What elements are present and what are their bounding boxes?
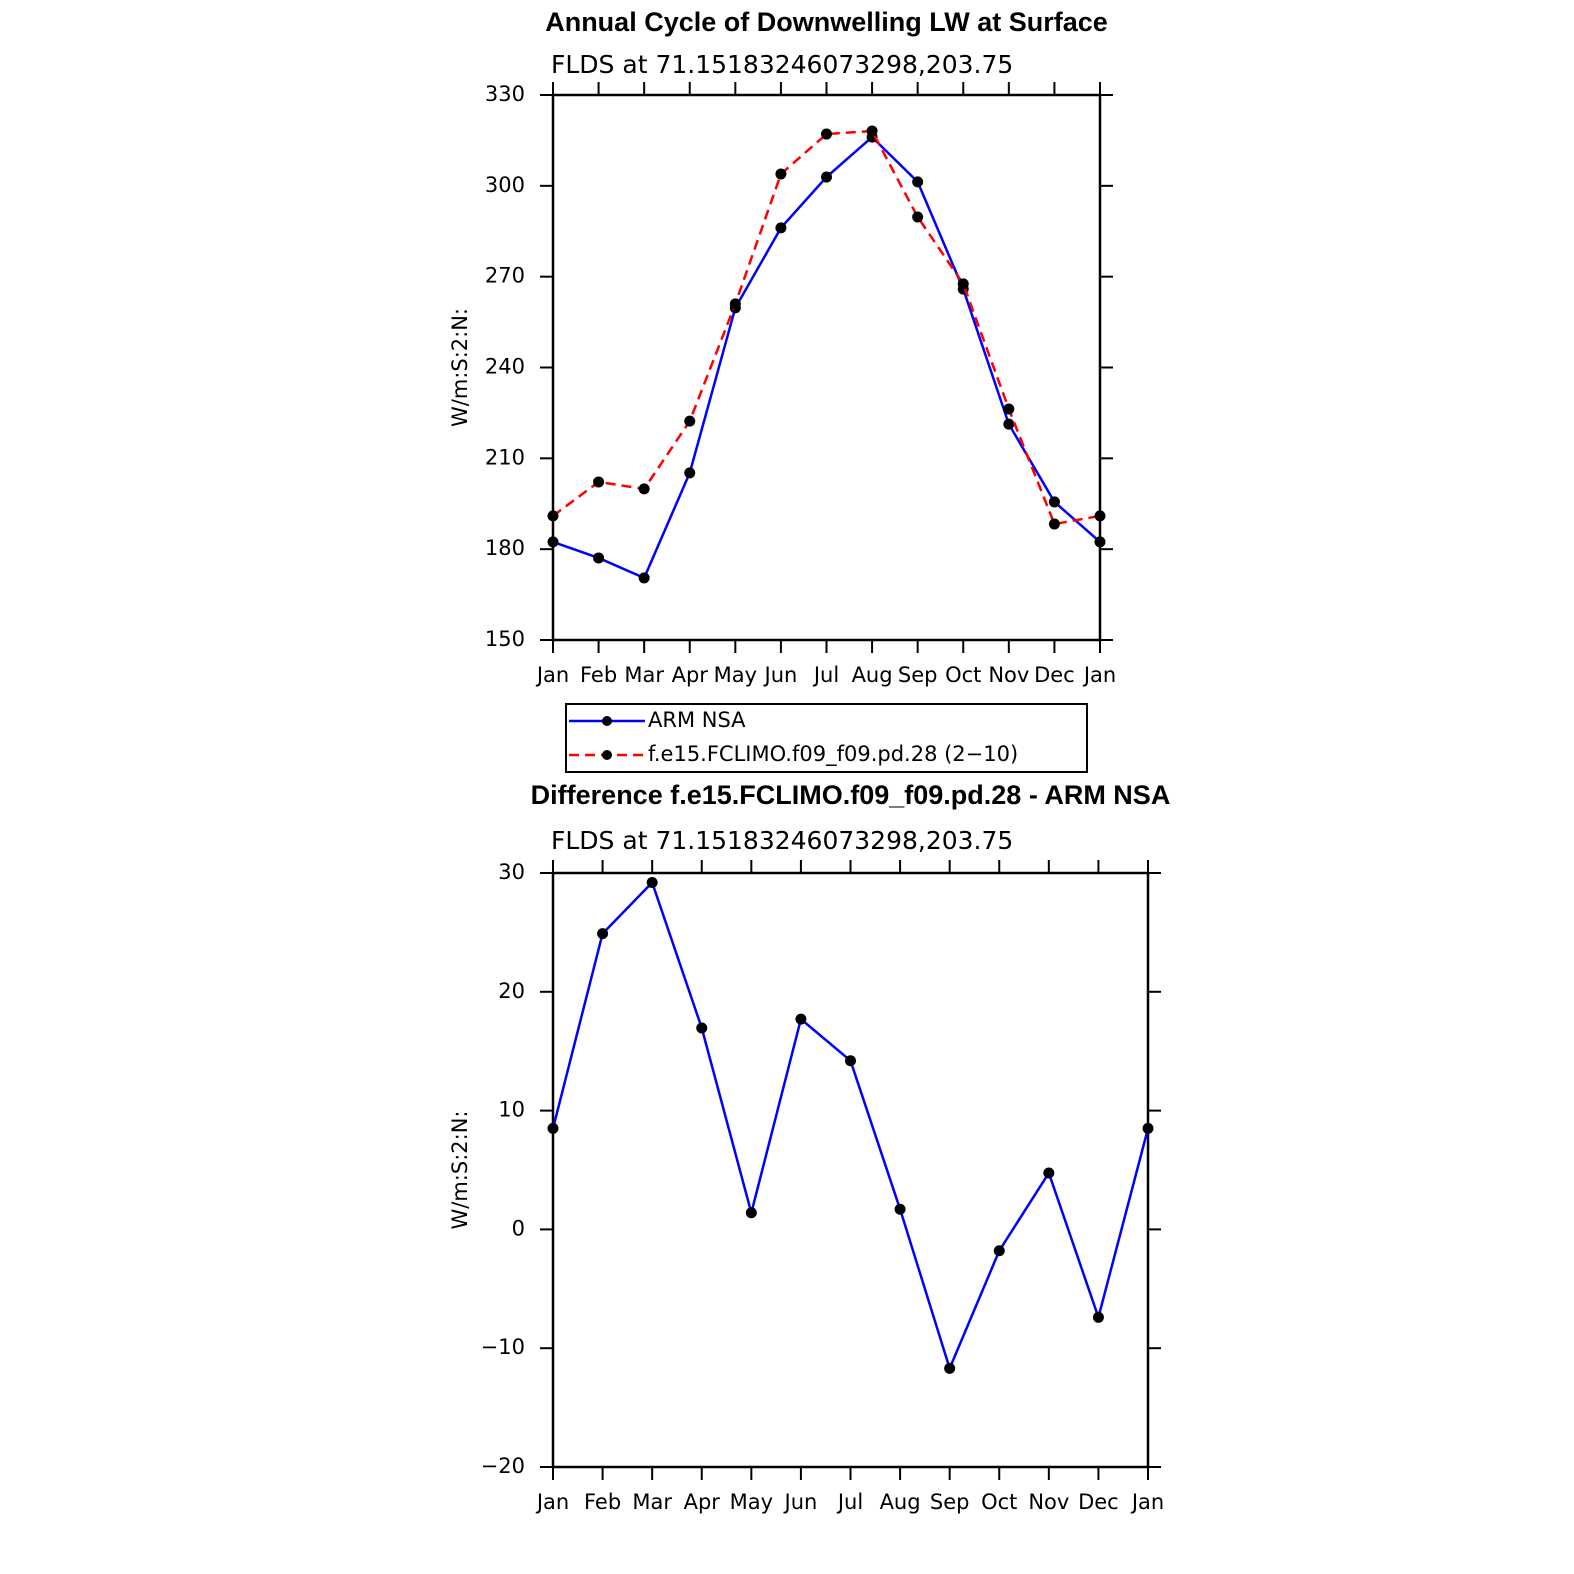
chart-subtitle: FLDS at 71.15183246073298,203.75 [551, 50, 1013, 79]
y-axis-label: W/m:S:2:N: [448, 308, 472, 427]
x-tick-label: Dec [1034, 663, 1075, 687]
x-tick-label: Jan [535, 1490, 569, 1514]
data-point [1094, 510, 1106, 522]
data-point [775, 168, 787, 180]
x-tick-label: May [730, 1490, 773, 1514]
x-tick-label: Feb [584, 1490, 621, 1514]
chart-title: Annual Cycle of Downwelling LW at Surfac… [545, 7, 1108, 37]
data-point [912, 176, 924, 188]
x-tick-label: Oct [945, 663, 981, 687]
data-point [638, 483, 650, 495]
y-tick-label: 330 [485, 82, 525, 106]
data-point [646, 877, 658, 889]
data-point [547, 536, 559, 548]
data-point [1094, 536, 1106, 548]
data-point [1048, 496, 1060, 508]
series-line [551, 880, 1150, 1373]
x-tick-label: Aug [880, 1490, 921, 1514]
x-tick-label: Nov [988, 663, 1029, 687]
data-point [638, 572, 650, 584]
x-tick-label: Feb [580, 663, 617, 687]
data-point [1003, 418, 1015, 430]
data-point [729, 298, 741, 310]
y-tick-label: 150 [485, 627, 525, 651]
data-point [894, 1203, 906, 1215]
data-point [821, 128, 832, 140]
data-point [593, 552, 605, 564]
x-tick-label: Jun [783, 1490, 818, 1514]
chart-subtitle: FLDS at 71.15183246073298,203.75 [551, 826, 1013, 855]
legend-label: f.e15.FCLIMO.f09_f09.pd.28 (2−10) [648, 742, 1018, 767]
data-point [845, 1055, 856, 1067]
y-tick-label: 240 [485, 355, 525, 379]
x-tick-label: Jan [1130, 1490, 1164, 1514]
data-point [597, 928, 609, 940]
series-line [552, 129, 1101, 526]
data-point [795, 1013, 807, 1025]
y-tick-label: 270 [485, 264, 525, 288]
data-point [547, 510, 559, 522]
data-point [684, 467, 696, 479]
data-point [1003, 403, 1015, 415]
x-tick-label: May [714, 663, 757, 687]
x-tick-label: Aug [852, 663, 893, 687]
data-point [684, 415, 696, 427]
chart-title: Difference f.e15.FCLIMO.f09_f09.pd.28 - … [531, 780, 1171, 810]
data-point [866, 125, 878, 137]
data-point [696, 1022, 708, 1034]
x-tick-label: Sep [930, 1490, 970, 1514]
legend-label: ARM NSA [648, 708, 746, 732]
data-point [1142, 1122, 1154, 1134]
x-tick-label: Sep [898, 663, 938, 687]
x-tick-label: Apr [672, 663, 709, 687]
data-point [775, 222, 787, 234]
x-tick-label: Jul [812, 663, 839, 687]
y-tick-label: 300 [485, 173, 525, 197]
y-tick-label: 20 [498, 979, 525, 1003]
x-tick-label: Dec [1078, 1490, 1119, 1514]
data-point [1092, 1311, 1104, 1323]
data-point [1043, 1167, 1055, 1179]
x-tick-label: Jan [535, 663, 569, 687]
y-tick-label: 10 [498, 1098, 525, 1122]
x-tick-label: Mar [632, 1490, 672, 1514]
x-tick-label: Nov [1028, 1490, 1069, 1514]
data-point [593, 476, 605, 488]
legend-marker [602, 716, 612, 726]
data-point [821, 171, 832, 183]
data-point [993, 1245, 1005, 1257]
x-tick-label: Mar [624, 663, 664, 687]
plot-frame [551, 871, 1150, 1469]
x-tick-label: Jul [836, 1490, 863, 1514]
y-tick-label: 30 [498, 860, 525, 884]
data-point [547, 1122, 559, 1134]
x-tick-label: Jan [1082, 663, 1116, 687]
series-line [552, 135, 1101, 580]
x-tick-label: Apr [684, 1490, 721, 1514]
y-tick-label: 0 [512, 1216, 525, 1240]
x-tick-label: Jun [763, 663, 798, 687]
data-point [1048, 518, 1060, 530]
legend-marker [602, 750, 612, 760]
y-tick-label: −10 [481, 1335, 525, 1359]
data-point [745, 1207, 757, 1219]
y-tick-label: 210 [485, 445, 525, 469]
y-tick-label: 180 [485, 536, 525, 560]
y-axis-label: W/m:S:2:N: [448, 1111, 472, 1230]
legend-box [565, 703, 1088, 773]
x-tick-label: Oct [981, 1490, 1017, 1514]
data-point [957, 278, 969, 290]
data-point [944, 1362, 956, 1374]
y-tick-label: −20 [481, 1454, 525, 1478]
data-point [912, 211, 924, 223]
